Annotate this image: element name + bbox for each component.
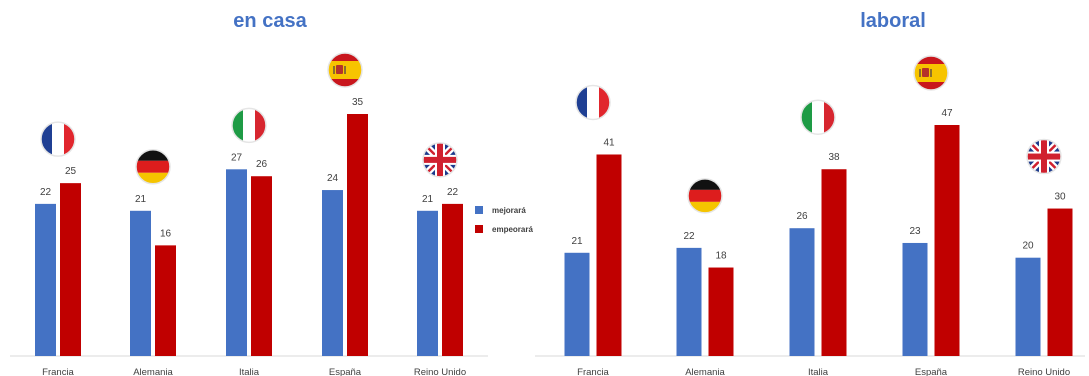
data-label: 24 (327, 173, 339, 184)
uk-flag-icon (1026, 138, 1062, 175)
data-label: 20 (1022, 241, 1034, 252)
data-label: 47 (941, 108, 953, 119)
bar-empeorara-francia (60, 183, 81, 356)
germany-flag-icon (687, 178, 723, 214)
legend: mejorará empeorará (475, 206, 533, 234)
data-label: 25 (65, 166, 77, 177)
data-label: 27 (231, 152, 243, 163)
data-label: 16 (160, 228, 172, 239)
france-flag-icon (40, 121, 76, 157)
chart-marks-en-casa: 22 25 Francia 21 16 Alemania 27 26 Italia 24 35 Esp… (35, 52, 466, 376)
data-label: 22 (683, 231, 695, 242)
bar-empeorara-reino-unido (442, 203, 463, 356)
bar-mejorara-alemania (676, 247, 702, 356)
chart-title-laboral: laboral (860, 10, 926, 32)
data-label: 38 (828, 152, 840, 163)
data-label: 30 (1054, 192, 1066, 203)
data-label: 21 (135, 194, 147, 205)
data-label: 21 (571, 236, 583, 247)
bar-mejorara-reino-unido (1015, 257, 1041, 356)
legend-label-empeorara: empeorará (492, 225, 533, 234)
bar-empeorara-alemania (708, 267, 734, 356)
legend-swatch-mejorara (475, 206, 483, 214)
data-label: 23 (909, 226, 921, 237)
category-label: Italia (239, 367, 260, 376)
category-label: Italia (808, 367, 829, 376)
bar-mejorara-italia (789, 228, 815, 356)
legend-label-mejorara: mejorará (492, 206, 526, 215)
bar-mejorara-españa (322, 190, 343, 356)
bar-empeorara-francia (596, 154, 622, 356)
bar-empeorara-alemania (155, 245, 176, 356)
chart-laboral: laboral 21 41 Francia 22 18 Alemania 26 38 Itali… (535, 10, 1085, 376)
france-flag-icon (575, 84, 611, 121)
germany-flag-icon (135, 149, 171, 185)
data-label: 26 (256, 159, 268, 170)
bar-mejorara-españa (902, 242, 928, 356)
bar-empeorara-italia (251, 176, 272, 356)
chart-marks-laboral: 21 41 Francia 22 18 Alemania 26 38 Italia 23 47 Esp… (564, 55, 1073, 376)
data-label: 22 (447, 187, 459, 198)
category-label: Francia (42, 367, 74, 376)
data-label: 18 (715, 251, 727, 262)
bar-empeorara-españa (347, 114, 368, 356)
chart-en-casa: en casa 22 25 Francia 21 16 Alemania 27 26 Itali… (10, 10, 533, 376)
bar-mejorara-francia (564, 252, 590, 356)
bar-mejorara-italia (226, 169, 247, 356)
data-label: 26 (796, 211, 808, 222)
bar-mejorara-reino-unido (417, 210, 438, 356)
italy-flag-icon (800, 99, 836, 135)
bar-empeorara-españa (934, 125, 960, 356)
spain-flag-icon (913, 55, 949, 91)
chart-title-en-casa: en casa (233, 10, 307, 32)
spain-flag-icon (327, 52, 363, 88)
category-label: Alemania (685, 367, 725, 376)
data-label: 21 (422, 194, 434, 205)
italy-flag-icon (231, 107, 267, 144)
category-label: España (915, 367, 948, 376)
bar-empeorara-reino-unido (1047, 208, 1073, 356)
category-label: España (329, 367, 362, 376)
uk-flag-icon (422, 142, 458, 178)
data-label: 41 (603, 137, 615, 148)
data-label: 35 (352, 97, 364, 108)
category-label: Francia (577, 367, 609, 376)
bar-mejorara-alemania (130, 210, 151, 356)
legend-swatch-empeorara (475, 225, 483, 233)
bar-empeorara-italia (821, 169, 847, 356)
bar-mejorara-francia (35, 203, 56, 356)
category-label: Reino Unido (1018, 367, 1070, 376)
data-label: 22 (40, 187, 52, 198)
category-label: Reino Unido (414, 367, 466, 376)
category-label: Alemania (133, 367, 173, 376)
